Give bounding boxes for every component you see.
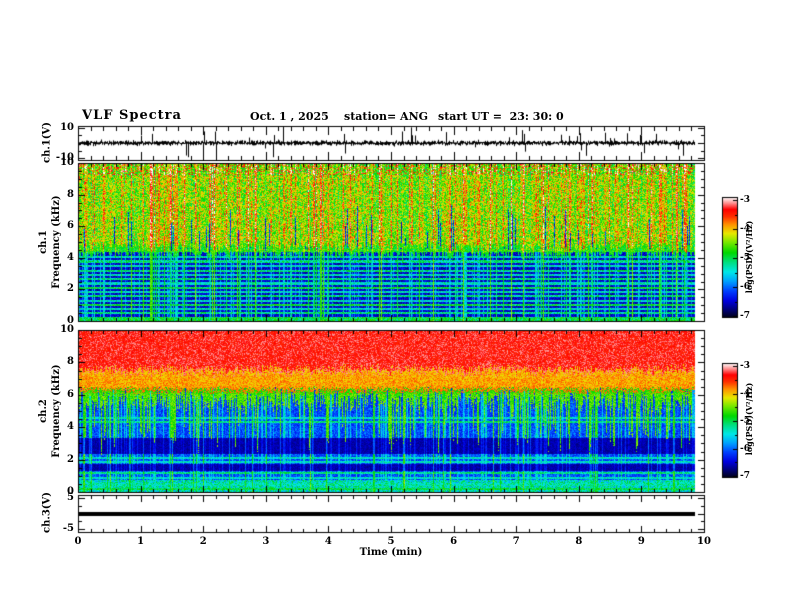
ch2-spectrogram-ytick: 6 xyxy=(67,388,74,400)
ch1-spectrogram-ytick: 8 xyxy=(67,188,74,200)
colorbar1-tick: -5 xyxy=(740,253,750,263)
ch2-spectrogram-ylabel: ch.2 Frequency (kHz) xyxy=(37,351,63,471)
station-label: station= ANG xyxy=(344,110,429,123)
ch2-spectrogram-ytick: 8 xyxy=(67,356,74,368)
time-axis-tick: 6 xyxy=(450,536,458,547)
start-ut-label: start UT = 23: 30: 0 xyxy=(438,110,564,123)
time-axis-tick: 10 xyxy=(697,536,711,547)
ch1-spectrogram-ytick: 10 xyxy=(60,157,74,168)
ch1-spectrogram-ytick: 0 xyxy=(67,315,74,326)
ch2-frequency-axis-label: Frequency (kHz) xyxy=(51,364,62,458)
ch3-voltage-ytick: 5 xyxy=(67,492,74,504)
time-axis-tick: 0 xyxy=(74,536,82,547)
colorbar1-tick: -3 xyxy=(740,195,750,205)
colorbar2-tick: -7 xyxy=(740,471,750,481)
ch2-spectrogram-ytick: 0 xyxy=(67,486,74,497)
ch1-voltage-ytick: 10 xyxy=(60,121,74,133)
ch1-spectrogram-ytick: 6 xyxy=(67,220,74,232)
time-axis-tick: 3 xyxy=(262,536,270,547)
colorbar1-tick: -7 xyxy=(740,311,750,321)
colorbar2-tick: -3 xyxy=(740,361,750,371)
date-label: Oct. 1 , 2025 xyxy=(250,110,329,123)
ch2-channel-label: ch.2 xyxy=(38,399,49,423)
colorbar2-tick: -4 xyxy=(740,389,750,399)
page-title: VLF Spectra xyxy=(82,108,182,123)
colorbar1-tick: -6 xyxy=(740,282,750,292)
ch1-voltage-ytick: -10 xyxy=(55,152,74,164)
colorbar2-tick: -5 xyxy=(740,416,750,426)
ch2-spectrogram-ytick: 2 xyxy=(67,453,74,465)
time-axis-tick: 5 xyxy=(387,536,395,547)
colorbar1-tick: -4 xyxy=(740,224,750,234)
time-axis-tick: 9 xyxy=(637,536,645,547)
time-axis-tick: 8 xyxy=(575,536,583,547)
ch1-spectrogram-ytick: 4 xyxy=(67,251,74,263)
ch2-spectrogram-ytick: 10 xyxy=(60,324,74,335)
ch3-voltage-ytick: -5 xyxy=(62,522,74,534)
ch2-spectrogram-ytick: 4 xyxy=(67,421,74,433)
time-axis-label: Time (min) xyxy=(359,547,423,558)
time-axis-tick: 4 xyxy=(324,536,332,547)
colorbar2-tick: -6 xyxy=(740,444,750,454)
time-axis-tick: 7 xyxy=(512,536,520,547)
ch1-spectrogram-ytick: 2 xyxy=(67,283,74,295)
time-axis-tick: 1 xyxy=(137,536,145,547)
time-axis-tick: 2 xyxy=(199,536,207,547)
